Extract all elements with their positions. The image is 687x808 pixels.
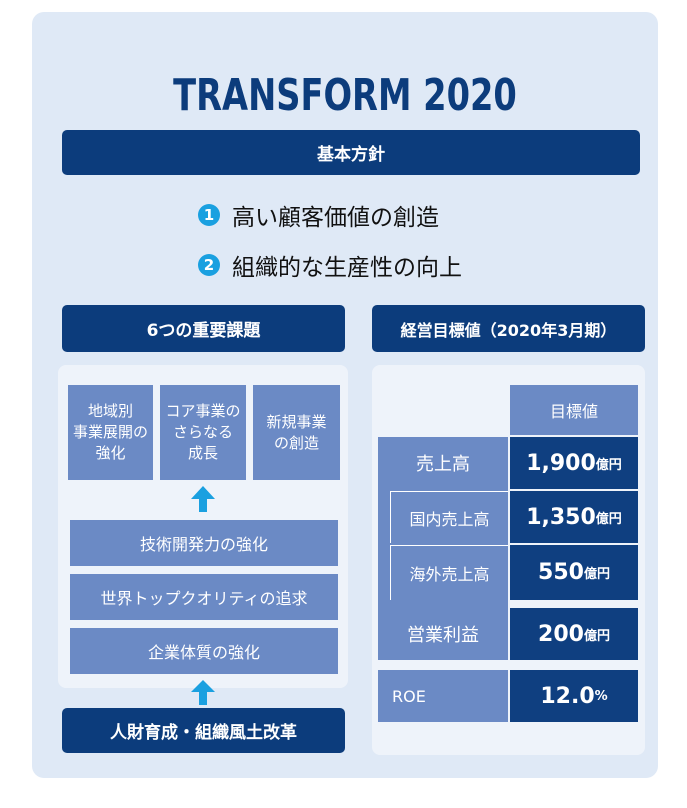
item-text: 組織的な生産性の向上 [232,255,462,281]
unit: 億円 [595,511,622,527]
arrow [191,680,215,705]
column-header: 目標値 [510,385,638,435]
item-text: 高い顧客価値の創造 [232,205,439,231]
row-label: 営業利益 [378,608,508,660]
issue-bar: 技術開発力の強化 [70,520,338,566]
unit: 億円 [583,567,610,582]
policy-heading: 基本方針 [62,130,640,175]
row-value: 200 億円 [510,608,638,660]
unit: % [594,688,608,704]
issues-base: 人財育成・組織風土改革 [62,708,345,753]
policy-item: 2 組織的な生産性の向上 [198,245,598,285]
issue-top: 新規事業 の創造 [253,385,340,480]
targets-heading: 経営目標値（2020年3月期） [372,305,645,352]
row-value: 12.0% [510,670,638,722]
value: 550 [538,560,584,585]
row-label: 国内売上高 [390,491,508,543]
row-value: 1,900 億円 [510,437,638,489]
row-label: 海外売上高 [390,545,508,600]
value: 1,350 [526,504,596,530]
value: 1,900 [526,450,596,476]
issue-top: 地域別 事業展開の 強化 [68,385,153,480]
value: 200 [538,621,584,647]
issue-top: コア事業の さらなる 成長 [160,385,246,480]
row-value: 550 億円 [510,545,638,600]
unit: 億円 [595,457,622,473]
issue-bar: 企業体質の強化 [70,628,338,674]
value: 12.0 [540,683,595,709]
row-label: 売上高 [378,437,508,489]
policy-item: 1 高い顧客価値の創造 [198,195,598,235]
issue-bar: 世界トップクオリティの追求 [70,574,338,620]
row-label: ROE [378,670,508,722]
arrow [191,486,215,512]
unit: 億円 [583,628,610,644]
item-number: 2 [198,254,220,276]
title: TRANSFORM 2020 [173,69,517,121]
issues-heading: 6つの重要課題 [62,305,345,352]
row-value: 1,350 億円 [510,491,638,543]
item-number: 1 [198,204,220,226]
